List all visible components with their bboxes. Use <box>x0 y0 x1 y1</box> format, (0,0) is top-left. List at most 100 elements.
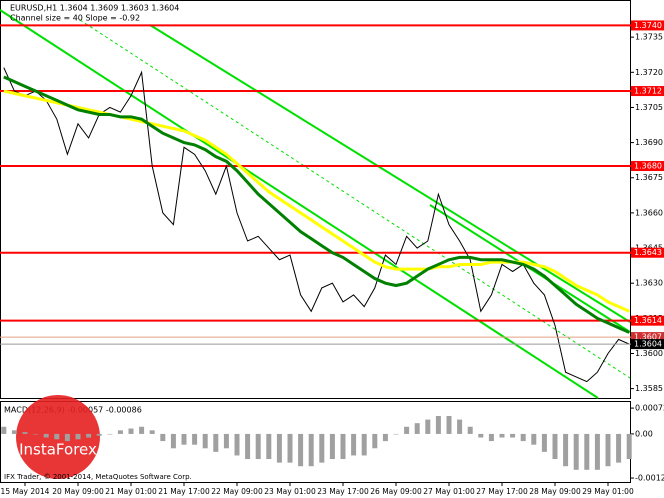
x-tick-label: 27 May 01:00 <box>423 487 475 496</box>
y-tick-label: 0.00 <box>635 429 653 438</box>
channel-line <box>0 9 599 399</box>
macd-bar <box>43 433 49 438</box>
macd-bar <box>605 433 611 467</box>
macd-bar <box>393 433 399 435</box>
price-mark-label: 1.3607 <box>634 333 662 342</box>
macd-bar <box>308 433 314 467</box>
y-tick-label: 1.3630 <box>635 279 663 288</box>
y-tick-label: 1.3660 <box>635 208 663 217</box>
macd-bar <box>33 433 39 435</box>
y-tick-label: -0.00123 <box>635 474 664 483</box>
x-tick-label: 21 May 01:00 <box>105 487 157 496</box>
x-tick-label: 23 May 01:00 <box>264 487 316 496</box>
x-tick-label: 28 May 09:00 <box>529 487 581 496</box>
macd-bar <box>457 419 463 434</box>
macd-bar <box>594 433 600 470</box>
macd-bar <box>329 433 335 460</box>
macd-bar <box>117 430 123 434</box>
macd-bar <box>181 433 187 445</box>
macd-bar <box>287 433 293 463</box>
level-label-box <box>631 20 664 31</box>
copyright: IFX Trader, © 2001-2014, MetaQuotes Soft… <box>4 473 192 481</box>
y-tick-label: 1.3690 <box>635 138 663 147</box>
x-tick-label: 26 May 09:00 <box>370 487 422 496</box>
y-tick-label: 1.3600 <box>635 349 663 358</box>
macd-bar <box>234 433 240 456</box>
level-label-box <box>631 161 664 172</box>
y-tick-label: 1.3720 <box>635 68 663 77</box>
price-mark-label: 1.3604 <box>634 340 662 349</box>
macd-bar <box>64 433 70 442</box>
macd-bar <box>616 433 622 463</box>
macd-panel <box>0 401 631 483</box>
macd-bar <box>563 433 569 467</box>
macd-bar <box>255 433 261 460</box>
price-mark-box <box>631 339 664 350</box>
level-label: 1.3680 <box>634 162 662 171</box>
level-label: 1.3712 <box>634 87 662 96</box>
x-tick-label: 21 May 17:00 <box>158 487 210 496</box>
macd-bar <box>86 433 92 438</box>
macd-bar <box>435 415 441 434</box>
y-tick-label: 1.3735 <box>635 33 663 42</box>
macd-bar <box>107 433 113 435</box>
level-label-box <box>631 315 664 326</box>
macd-bar <box>139 426 145 434</box>
macd-bar <box>245 433 251 460</box>
macd-bar <box>192 433 198 445</box>
macd-bar <box>319 433 325 463</box>
macd-bar <box>298 433 304 467</box>
macd-bar <box>467 426 473 434</box>
macd-bar <box>75 433 81 440</box>
macd-bar <box>626 433 632 460</box>
x-tick-label: 23 May 17:00 <box>317 487 369 496</box>
x-tick-label: 20 May 09:00 <box>52 487 104 496</box>
price-line <box>3 67 630 383</box>
macd-bar <box>266 433 272 460</box>
price-panel <box>0 0 631 399</box>
macd-bar <box>573 433 579 470</box>
macd-bar <box>414 423 420 434</box>
logo-text: InstaForex <box>19 441 97 459</box>
x-tick-label: 22 May 09:00 <box>211 487 263 496</box>
macd-bar <box>223 433 229 449</box>
macd-bar <box>584 433 590 470</box>
y-tick-label: 1.3705 <box>635 103 663 112</box>
macd-bar <box>1 426 7 434</box>
macd-bar <box>531 433 537 445</box>
trend-channel <box>0 9 631 399</box>
macd-bar <box>552 433 558 460</box>
macd-bar <box>499 433 505 438</box>
macd-bar <box>372 433 378 449</box>
x-tick-label: 29 May 01:00 <box>582 487 634 496</box>
level-label-box <box>631 247 664 258</box>
macd-bar <box>202 433 208 449</box>
level-label-box <box>631 86 664 97</box>
macd-bar <box>361 433 367 456</box>
level-label: 1.3643 <box>634 248 662 257</box>
macd-bar <box>478 433 484 438</box>
x-tick-label: 15 May 2014 <box>1 487 50 496</box>
y-tick-label: 1.3585 <box>635 384 663 393</box>
macd-bar <box>160 433 166 442</box>
macd-bar <box>213 433 219 452</box>
macd-bar <box>149 430 155 434</box>
macd-bar <box>128 428 134 434</box>
macd-bar <box>488 433 494 442</box>
macd-bar <box>382 433 388 442</box>
macd-bar <box>11 430 17 434</box>
macd-bar <box>22 432 28 434</box>
macd-bar <box>425 419 431 434</box>
macd-bar <box>351 433 357 456</box>
price-mark-box <box>631 332 664 343</box>
macd-bar <box>446 415 452 434</box>
macd-bar <box>170 433 176 449</box>
channel-mid-line <box>79 19 631 379</box>
macd-bar <box>520 433 526 442</box>
chart-subtitle: Channel size = 40 Slope = -0.92 <box>10 14 140 23</box>
macd-bar <box>276 433 282 463</box>
moving-average <box>3 75 630 334</box>
macd-bar <box>96 433 102 436</box>
macd-bar <box>340 433 346 460</box>
